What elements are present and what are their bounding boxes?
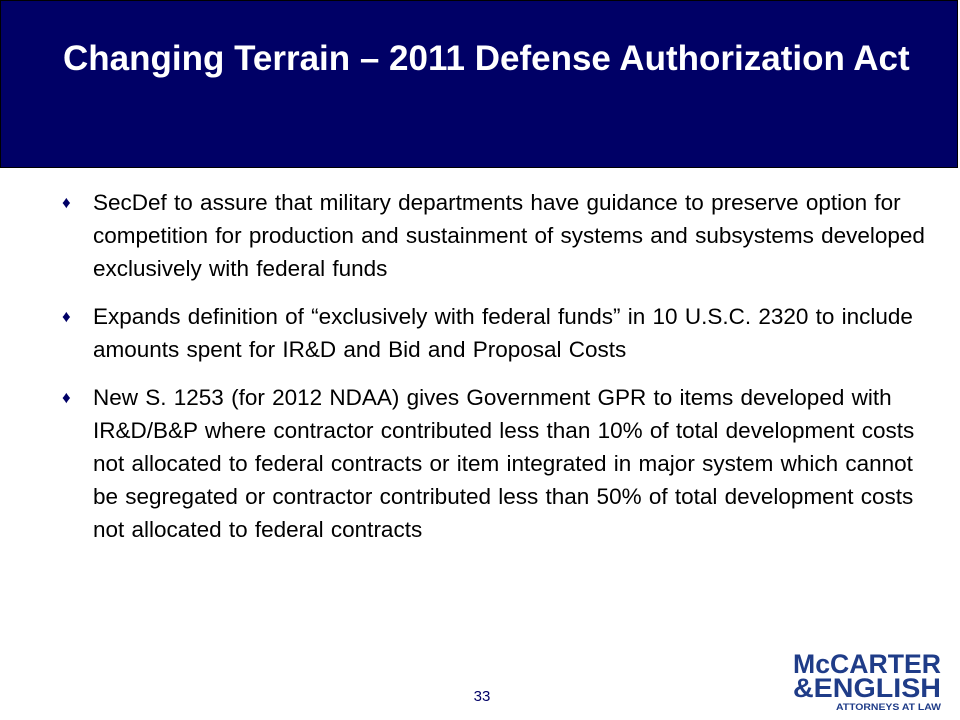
firm-logo: McCARTER &ENGLISH ATTORNEYS AT LAW	[792, 648, 944, 712]
logo-tagline: ATTORNEYS AT LAW	[836, 702, 942, 712]
diamond-bullet-icon: ♦	[62, 388, 71, 407]
bullet-text: Expands definition of “exclusively with …	[93, 304, 913, 362]
bullet-text: New S. 1253 (for 2012 NDAA) gives Govern…	[93, 385, 915, 542]
bullet-list: ♦ SecDef to assure that military departm…	[62, 186, 932, 561]
logo-line1: McCARTER	[793, 649, 941, 679]
firm-logo-graphic: McCARTER &ENGLISH ATTORNEYS AT LAW	[793, 649, 942, 712]
diamond-bullet-icon: ♦	[62, 193, 71, 212]
slide-title: Changing Terrain – 2011 Defense Authoriz…	[63, 39, 910, 78]
diamond-bullet-icon: ♦	[62, 307, 71, 326]
logo-line2: &ENGLISH	[793, 673, 941, 703]
bullet-item: ♦ Expands definition of “exclusively wit…	[62, 300, 932, 366]
bullet-text: SecDef to assure that military departmen…	[93, 190, 925, 281]
bullet-item: ♦ SecDef to assure that military departm…	[62, 186, 932, 285]
title-banner: Changing Terrain – 2011 Defense Authoriz…	[0, 0, 958, 168]
page-number: 33	[473, 688, 491, 705]
bullet-item: ♦ New S. 1253 (for 2012 NDAA) gives Gove…	[62, 381, 932, 546]
